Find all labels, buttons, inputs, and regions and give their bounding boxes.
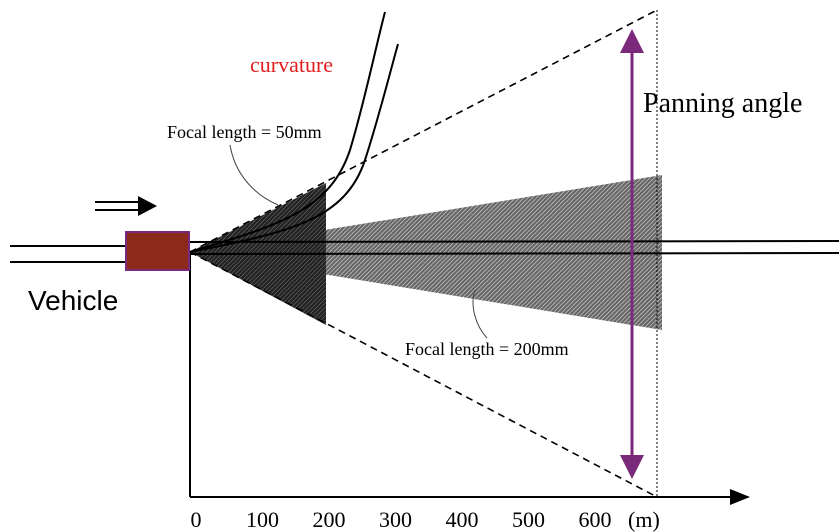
focal-50-label: Focal length = 50mm xyxy=(167,122,322,142)
road xyxy=(10,11,839,263)
vehicle-box xyxy=(125,231,190,271)
vehicle-label: Vehicle xyxy=(28,285,118,316)
panning-label: Panning angle xyxy=(643,88,802,119)
focal-200-label: Focal length = 200mm xyxy=(405,339,569,359)
panning-bounds xyxy=(189,9,658,498)
axis-label: 100 xyxy=(246,507,279,532)
axes xyxy=(189,255,750,505)
axis-label: (m) xyxy=(628,507,660,532)
fov-200mm xyxy=(190,175,662,330)
axis-label: 300 xyxy=(379,507,412,532)
axis-label: 600 xyxy=(579,507,612,532)
leaders xyxy=(229,144,488,339)
axis-labels: 0 100 200 300 400 500 600 (m) xyxy=(191,507,660,532)
axis-label: 500 xyxy=(512,507,545,532)
curvature-label: curvature xyxy=(250,52,333,77)
axis-label: 200 xyxy=(313,507,346,532)
direction-arrow xyxy=(95,196,157,216)
axis-label: 400 xyxy=(446,507,479,532)
axis-label: 0 xyxy=(191,507,202,532)
